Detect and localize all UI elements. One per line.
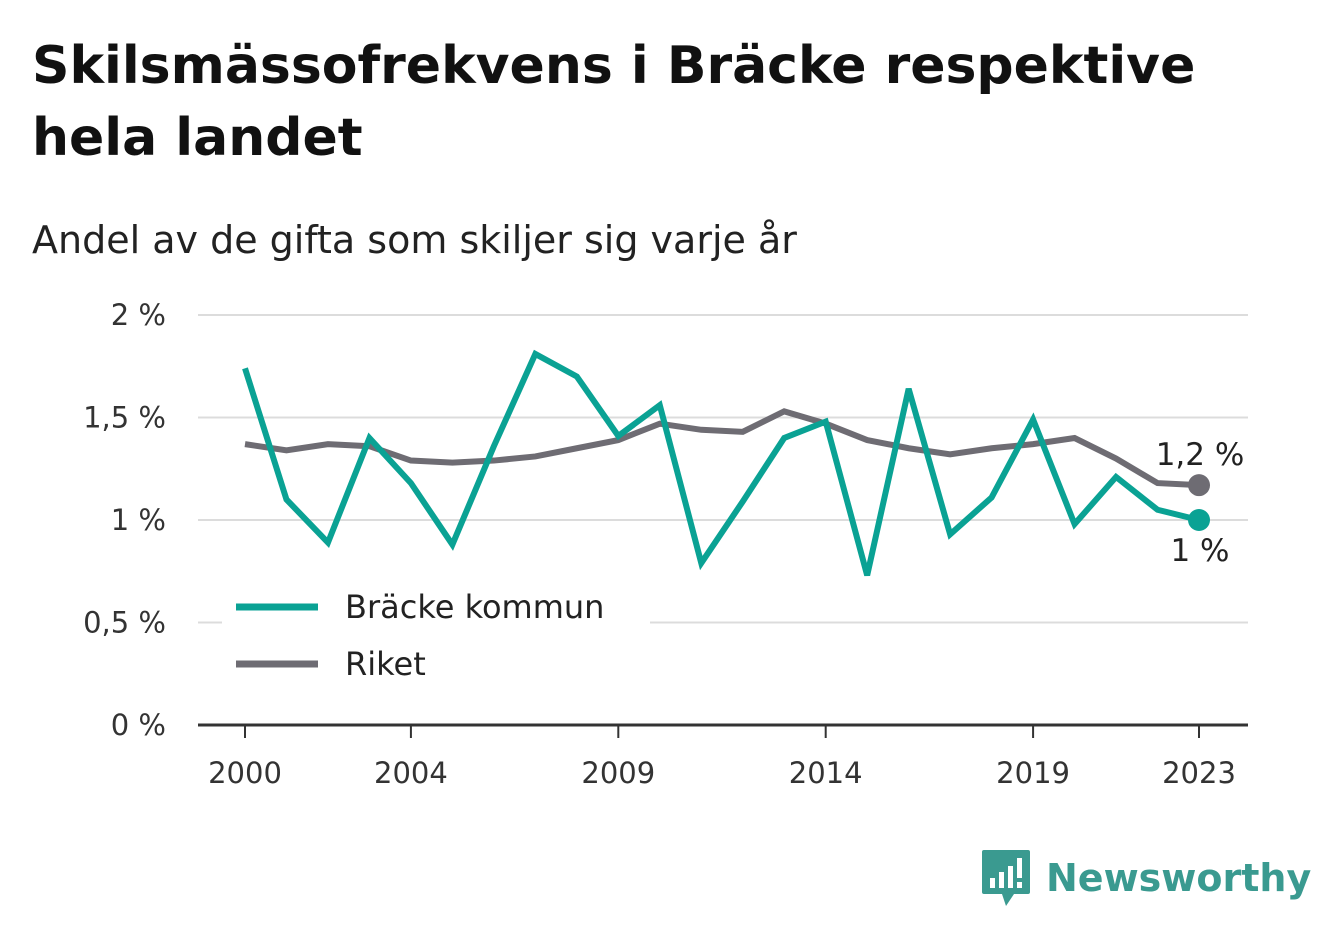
- x-tick-label: 2004: [374, 756, 448, 790]
- end-point-riket: [1188, 474, 1210, 497]
- x-tick-label: 2023: [1162, 756, 1236, 790]
- x-tick-label: 2000: [208, 756, 282, 790]
- legend-background: [222, 580, 650, 692]
- x-tick-label: 2019: [996, 756, 1070, 790]
- chart-subtitle: Andel av de gifta som skiljer sig varje …: [32, 218, 797, 262]
- newsworthy-logo-icon: [982, 850, 1030, 906]
- y-tick-label: 0 %: [111, 708, 166, 742]
- y-tick-label: 2 %: [111, 298, 166, 332]
- brand-logo: Newsworthy: [980, 848, 1311, 908]
- x-tick-label: 2009: [581, 756, 655, 790]
- x-tick-label: 2014: [789, 756, 863, 790]
- legend-label: Bräcke kommun: [345, 588, 604, 626]
- chart-title: Skilsmässofrekvens i Bräcke respektive h…: [32, 36, 1196, 168]
- series-line-bracke: [242, 349, 1200, 577]
- y-tick-label: 0,5 %: [83, 606, 166, 640]
- y-tick-label: 1,5 %: [83, 401, 166, 435]
- brand-name: Newsworthy: [1046, 856, 1312, 900]
- end-label-riket: 1,2 %: [1156, 437, 1245, 473]
- end-point-bracke: [1188, 509, 1210, 531]
- end-label-bracke: 1 %: [1170, 533, 1229, 569]
- y-tick-label: 1 %: [111, 503, 166, 537]
- legend-label: Riket: [345, 645, 426, 683]
